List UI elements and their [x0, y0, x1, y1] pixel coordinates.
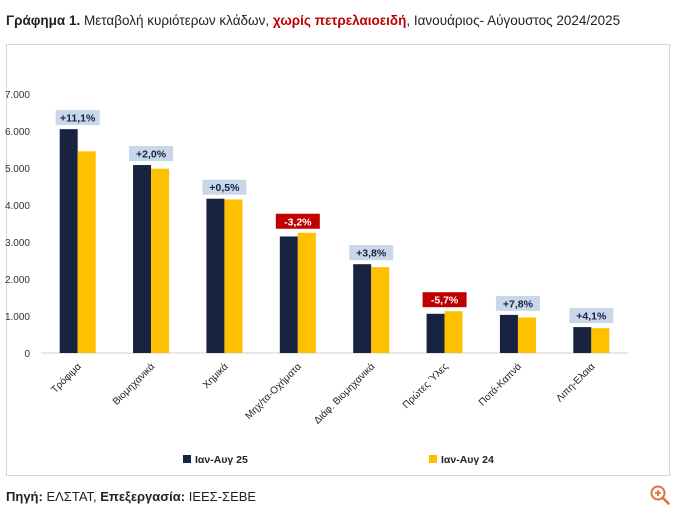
- legend-swatch-ian-aug-24: [429, 455, 437, 463]
- bar-ian-aug-25: [573, 327, 592, 353]
- change-label-bg: [55, 110, 100, 126]
- change-label-bg: [202, 179, 247, 195]
- change-label: +0,5%: [209, 182, 240, 194]
- y-tick-label: 6.000: [5, 127, 30, 138]
- bar-ian-aug-24: [77, 151, 96, 353]
- category-label: Λιπη-Ελαια: [554, 361, 597, 404]
- change-label-bg: [495, 295, 540, 311]
- category-label: Πρώτες Ύλες: [400, 361, 451, 412]
- change-label: +7,8%: [503, 298, 534, 310]
- change-label: +11,1%: [60, 113, 96, 125]
- bar-ian-aug-25: [206, 198, 225, 353]
- category-label: Τρόφιμα: [49, 360, 84, 395]
- bar-ian-aug-25: [499, 314, 518, 353]
- change-label: +2,0%: [136, 149, 167, 161]
- bar-ian-aug-24: [444, 311, 463, 353]
- title-highlight: χωρίς πετρελαιοειδή: [272, 13, 407, 28]
- source-note: Πηγή: ΕΛΣΤΑΤ, Επεξεργασία: ΙΕΕΣ-ΣΕΒΕ: [6, 489, 256, 504]
- y-tick-label: 4.000: [5, 201, 30, 212]
- bar-ian-aug-25: [59, 129, 78, 353]
- chart-frame: [6, 44, 670, 476]
- category-label: Βιομηχανικά: [110, 360, 157, 407]
- bar-ian-aug-24: [151, 168, 170, 353]
- legend-label-ian-aug-24: Ιαν-Αυγ 24: [441, 454, 494, 466]
- bar-ian-aug-25: [426, 313, 445, 353]
- change-label: -3,2%: [284, 216, 312, 228]
- source-label: Πηγή:: [6, 489, 43, 504]
- source-value: ΕΛΣΤΑΤ,: [42, 489, 101, 504]
- bar-ian-aug-24: [371, 267, 390, 353]
- y-tick-label: 2.000: [5, 275, 30, 286]
- processing-value: ΙΕΕΣ-ΣΕΒΕ: [185, 489, 257, 504]
- bar-ian-aug-25: [353, 264, 372, 353]
- legend-label-ian-aug-25: Ιαν-Αυγ 25: [195, 454, 248, 466]
- title-prefix: Γράφημα 1.: [6, 13, 81, 28]
- processing-label: Επεξεργασία:: [100, 489, 186, 504]
- bar-ian-aug-24: [224, 199, 243, 353]
- chart-title: Γράφημα 1. Μεταβολή κυριότερων κλάδων, χ…: [6, 13, 620, 28]
- bar-ian-aug-24: [591, 328, 610, 353]
- y-tick-label: 7.000: [5, 90, 30, 101]
- title-text-1: Μεταβολή κυριότερων κλάδων,: [80, 13, 273, 28]
- bar-ian-aug-25: [279, 236, 298, 353]
- y-tick-label: 1.000: [5, 312, 30, 323]
- category-label: Μηχ/τα-Οχήματα: [243, 360, 304, 421]
- y-tick-label: 0: [24, 349, 30, 360]
- change-label-bg: [422, 292, 467, 308]
- change-label-bg: [275, 213, 320, 229]
- title-text-2: , Ιανουάριος- Αύγουστος 2024/2025: [406, 13, 621, 28]
- y-tick-label: 3.000: [5, 238, 30, 249]
- bar-ian-aug-24: [297, 232, 316, 353]
- change-label: +4,1%: [576, 311, 607, 323]
- change-label: +3,8%: [356, 248, 387, 260]
- zoom-in-icon[interactable]: [649, 484, 671, 506]
- bar-ian-aug-24: [517, 317, 536, 353]
- y-tick-label: 5.000: [5, 164, 30, 175]
- category-label: Ποτά-Καπνά: [476, 360, 524, 408]
- bar-ian-aug-25: [133, 165, 152, 353]
- change-label: -5,7%: [431, 295, 459, 307]
- change-label-bg: [129, 146, 174, 162]
- change-label-bg: [349, 245, 394, 261]
- category-label: Χημικά: [200, 360, 230, 390]
- change-label-bg: [569, 308, 614, 324]
- category-label: Διάφ. Βιομηχανικά: [311, 360, 377, 426]
- legend-swatch-ian-aug-25: [183, 455, 191, 463]
